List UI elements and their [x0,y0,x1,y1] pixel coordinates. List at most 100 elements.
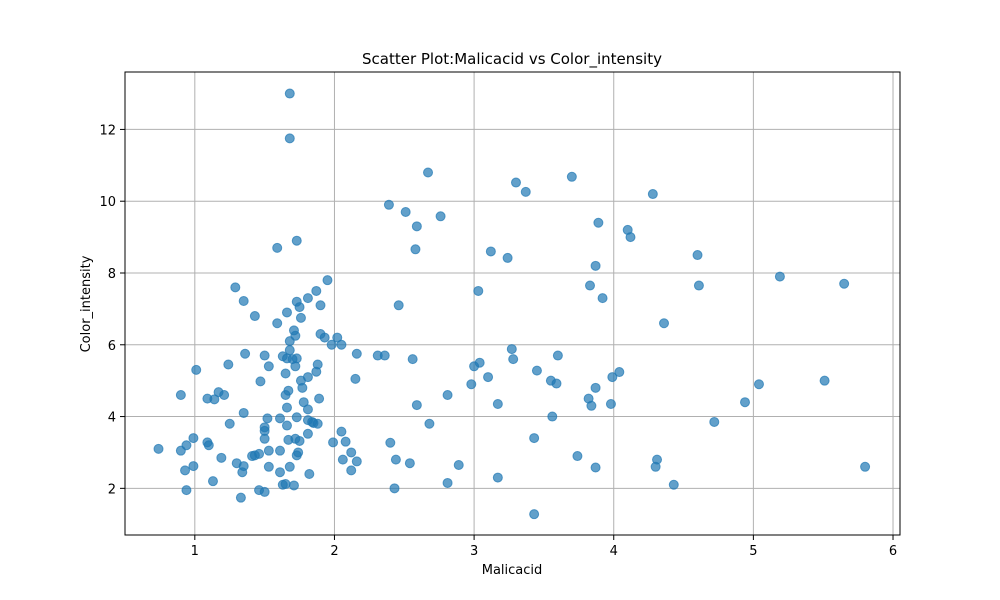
data-point [547,411,558,422]
data-point [281,420,292,431]
data-point [659,318,670,329]
data-point [625,232,636,243]
data-point [284,88,295,99]
data-point [506,344,517,355]
data-point [294,435,305,446]
data-point [337,454,348,465]
data-point [280,390,291,401]
data-point [389,483,400,494]
data-point [351,348,362,359]
data-point [314,393,325,404]
data-point [590,462,601,473]
data-point [586,400,597,411]
y-tick-label: 6 [108,339,116,354]
data-point [288,480,299,491]
data-point [311,366,322,377]
data-point [291,235,302,246]
data-point [442,390,453,401]
data-point [346,447,357,458]
data-point [319,332,330,343]
data-point [219,390,230,401]
data-point [207,476,218,487]
data-point [291,450,302,461]
data-point [483,372,494,383]
data-point [529,433,540,444]
data-point [284,133,295,144]
y-tick-label: 10 [99,195,116,210]
data-point [753,379,764,390]
data-point [411,400,422,411]
data-point [259,350,270,361]
data-point [650,461,661,472]
data-point [284,461,295,472]
data-point [328,437,339,448]
data-point [346,465,357,476]
data-point [860,461,871,472]
data-point [294,302,305,313]
data-point [551,378,562,389]
data-point [424,418,435,429]
data-point [272,318,283,329]
x-tick-label: 5 [749,544,757,559]
data-point [175,445,186,456]
data-point [284,336,295,347]
data-point [259,433,270,444]
plot-frame [124,71,901,536]
data-point [209,394,220,405]
data-point [322,275,333,286]
data-point [240,348,251,359]
data-point [774,271,785,282]
y-tick-label: 2 [108,482,116,497]
data-point [668,479,679,490]
data-point [280,368,291,379]
data-point [326,339,337,350]
data-point [590,260,601,271]
x-axis-label: Malicacid [482,563,543,578]
data-point [423,167,434,178]
points-layer [153,88,871,520]
data-point [181,485,192,496]
data-point [302,428,313,439]
data-point [351,456,362,467]
data-point [262,413,273,424]
data-point [263,445,274,456]
data-point [585,280,595,291]
data-point [153,443,164,454]
data-point [605,398,616,409]
data-point [272,242,283,253]
data-point [340,436,351,447]
data-point [297,382,308,393]
data-point [508,354,519,365]
data-point [350,373,361,384]
data-point [295,312,306,323]
x-tick-label: 1 [191,544,199,559]
data-point [290,361,301,372]
data-point [453,460,464,471]
data-point [614,367,625,378]
data-point [255,376,266,387]
x-tick-label: 6 [889,544,897,559]
data-point [259,486,270,497]
data-point [280,479,291,490]
data-point [281,402,292,413]
data-point [502,252,513,263]
data-point [275,445,285,456]
data-point [281,307,292,318]
data-point [693,280,704,291]
data-point [311,285,322,296]
data-point [302,293,313,304]
data-point [336,426,347,437]
data-point [275,413,285,424]
data-point [572,451,583,462]
data-point [315,300,326,311]
data-point [304,468,315,479]
data-point [385,437,396,448]
data-point [216,452,227,463]
data-point [291,412,302,423]
data-point [411,221,422,232]
data-point [473,285,484,296]
data-point [188,433,199,444]
data-point [474,357,485,368]
data-point [400,206,411,217]
